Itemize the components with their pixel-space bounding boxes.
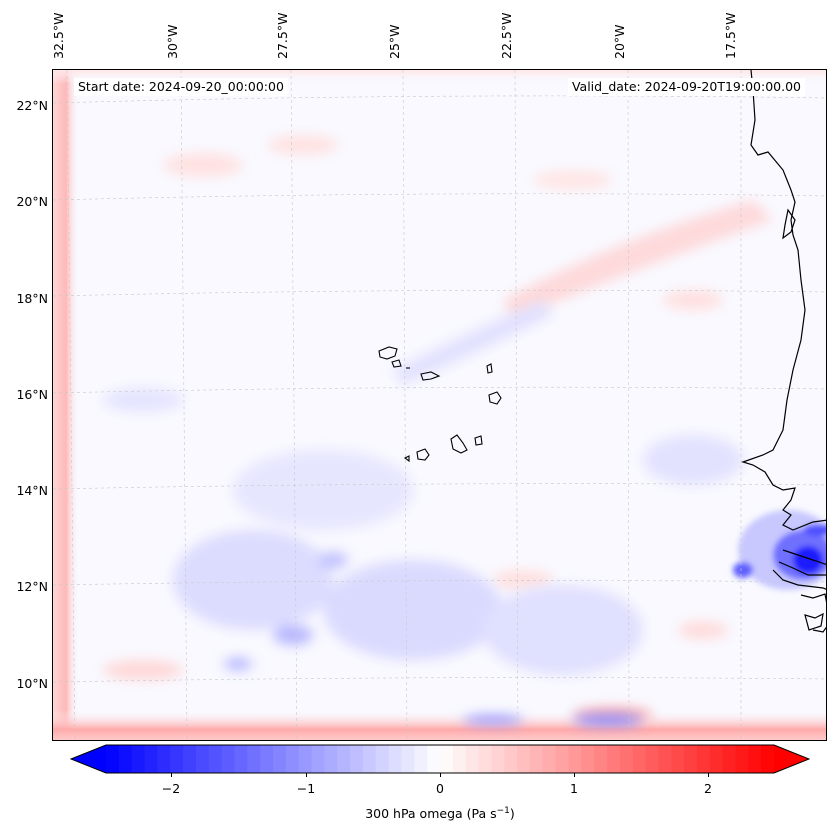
cape-verde-islands <box>378 346 502 463</box>
colorbar-segment <box>555 745 569 773</box>
lat-label-16n: 16°N <box>16 387 48 402</box>
colorbar-segment <box>465 745 480 773</box>
colorbar-segment <box>581 745 595 773</box>
colorbar-graphic <box>69 744 811 774</box>
coastline-africa <box>741 70 826 633</box>
colorbar-segment <box>542 745 557 773</box>
colorbar-tickmark <box>574 773 575 777</box>
graticule <box>53 70 826 740</box>
colorbar-label: 300 hPa omega (Pa s−1) <box>365 806 515 822</box>
colorbar-segment <box>131 745 146 773</box>
colorbar-segment <box>452 745 467 773</box>
omega-negative-regions <box>103 300 743 726</box>
valid-date-label: Valid_date: 2024-09-20T19:00:00.00 <box>567 78 805 96</box>
colorbar-segment <box>658 745 672 773</box>
colorbar-segment <box>619 745 634 773</box>
colorbar-segment <box>298 745 313 773</box>
colorbar-segment <box>208 745 223 773</box>
colorbar-segment <box>375 745 390 773</box>
lon-label-25w: 25°W <box>387 24 402 59</box>
colorbar-segment <box>324 745 338 773</box>
map-panel <box>52 69 827 741</box>
colorbar-segment <box>221 745 235 773</box>
colorbar-segment <box>311 745 325 773</box>
colorbar-segment <box>722 745 736 773</box>
colorbar-segment <box>362 745 377 773</box>
colorbar-segment <box>632 745 647 773</box>
colorbar-tick-label: 0 <box>436 781 444 796</box>
lat-label-12n: 12°N <box>16 579 48 594</box>
lon-label-20w: 20°W <box>612 24 627 59</box>
colorbar-segment <box>118 745 133 773</box>
omega-field-map <box>53 70 826 740</box>
lat-label-18n: 18°N <box>16 291 48 306</box>
colorbar-segment <box>607 745 621 773</box>
colorbar-tickmark <box>440 773 441 777</box>
colorbar-segment <box>440 745 454 773</box>
colorbar-segment <box>427 745 441 773</box>
colorbar-segment <box>594 745 608 773</box>
colorbar-segment <box>761 745 775 773</box>
colorbar-segment <box>568 745 582 773</box>
colorbar-segment <box>517 745 531 773</box>
colorbar-tick-label: 2 <box>704 781 712 796</box>
colorbar-segment <box>183 745 197 773</box>
colorbar-segment <box>401 745 415 773</box>
colorbar-extend-min <box>71 745 106 773</box>
colorbar-extend-max <box>774 745 809 773</box>
colorbar-segment <box>491 745 505 773</box>
lat-label-14n: 14°N <box>16 483 48 498</box>
colorbar-segment <box>748 745 762 773</box>
colorbar-segment <box>195 745 210 773</box>
colorbar-tickmark <box>171 773 172 777</box>
colorbar-segment <box>529 745 544 773</box>
colorbar-segment <box>337 745 351 773</box>
lon-label-17-5w: 17.5°W <box>723 12 738 59</box>
lon-label-30w: 30°W <box>165 24 180 59</box>
colorbar-segment <box>350 745 364 773</box>
colorbar-segment <box>260 745 274 773</box>
lat-label-10n: 10°N <box>16 676 48 691</box>
colorbar-segment <box>478 745 492 773</box>
lon-label-27-5w: 27.5°W <box>275 12 290 59</box>
colorbar-segment <box>247 745 261 773</box>
colorbar-tick-label: −2 <box>161 781 181 796</box>
lon-label-22-5w: 22.5°W <box>499 12 514 59</box>
omega-boundary-shading <box>53 70 826 740</box>
colorbar-tickmark <box>306 773 307 777</box>
colorbar-segment <box>106 745 120 773</box>
colorbar-tick-label: −1 <box>296 781 316 796</box>
colorbar-tick-label: 1 <box>570 781 578 796</box>
colorbar-segment <box>170 745 184 773</box>
colorbar-segment <box>414 745 428 773</box>
colorbar-segment <box>709 745 724 773</box>
colorbar-segment <box>684 745 698 773</box>
colorbar-segment <box>696 745 711 773</box>
colorbar-segment <box>273 745 287 773</box>
colorbar-segment <box>645 745 659 773</box>
lat-label-20n: 20°N <box>16 194 48 209</box>
colorbar <box>69 744 811 774</box>
colorbar-segment <box>671 745 685 773</box>
colorbar-segment <box>144 745 158 773</box>
colorbar-segment <box>388 745 402 773</box>
colorbar-outline <box>69 744 811 774</box>
colorbar-segment <box>285 745 300 773</box>
lon-label-32-5w: 32.5°W <box>51 12 66 59</box>
colorbar-segment <box>735 745 749 773</box>
colorbar-segment <box>504 745 518 773</box>
colorbar-segment <box>234 745 248 773</box>
colorbar-tickmark <box>708 773 709 777</box>
start-date-label: Start date: 2024-09-20_00:00:00 <box>74 78 288 96</box>
lat-label-22n: 22°N <box>16 98 48 113</box>
colorbar-segment <box>157 745 171 773</box>
